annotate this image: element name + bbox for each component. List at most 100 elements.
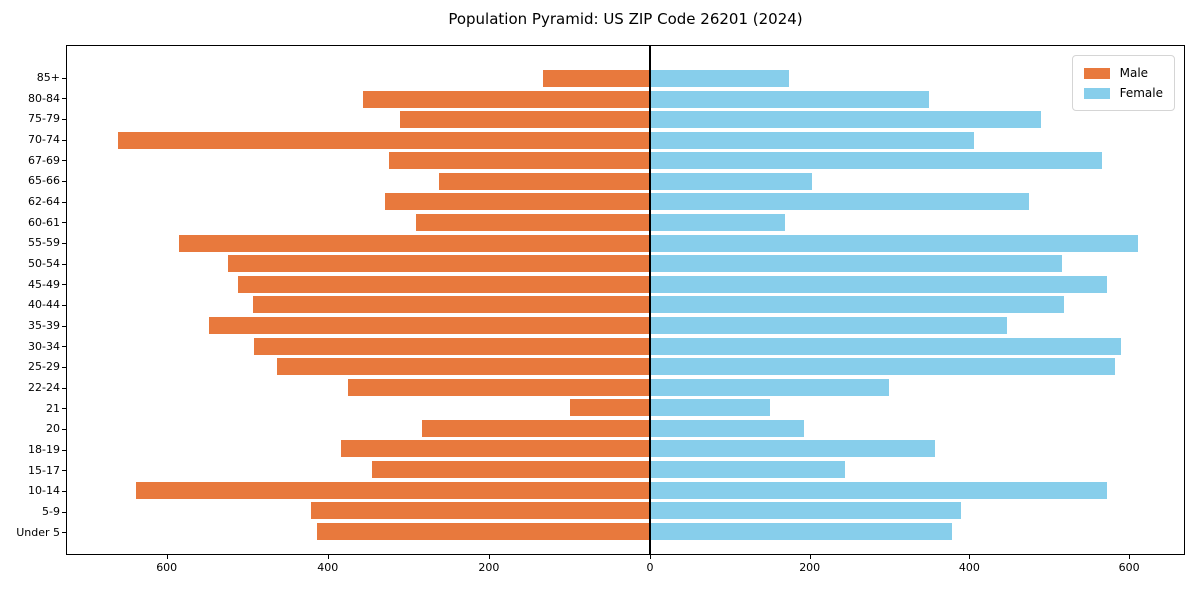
male-bar — [310, 502, 650, 520]
y-tick-mark — [62, 428, 66, 430]
pyramid-row-21 — [67, 399, 1184, 417]
legend-label-female: Female — [1119, 86, 1163, 100]
y-tick-mark — [62, 139, 66, 141]
male-bar — [543, 70, 650, 87]
male-bar — [178, 234, 650, 252]
male-bar — [252, 296, 650, 314]
y-tick-label: Under 5 — [0, 524, 66, 541]
male-half — [67, 502, 650, 520]
male-bar — [388, 152, 650, 170]
y-tick-label: 15-17 — [0, 462, 66, 479]
center-axis-line — [648, 46, 651, 554]
male-half — [67, 172, 650, 190]
x-tick-label: 600 — [156, 561, 178, 574]
male-bar — [385, 193, 650, 211]
female-half — [649, 131, 1184, 149]
y-tick-label: 80-84 — [0, 90, 66, 107]
y-tick-mark — [62, 366, 66, 368]
male-bar — [362, 90, 650, 108]
female-bar — [649, 481, 1107, 499]
male-half — [67, 481, 650, 499]
pyramid-row-75-79 — [67, 111, 1184, 129]
y-tick-label: 30-34 — [0, 338, 66, 355]
pyramid-row-40-44 — [67, 296, 1184, 314]
female-half — [649, 440, 1184, 458]
female-bar — [649, 234, 1138, 252]
pyramid-row-35-39 — [67, 316, 1184, 334]
x-tick-mark — [166, 555, 168, 559]
pyramid-row-50-54 — [67, 255, 1184, 273]
female-half — [649, 358, 1184, 376]
female-half — [649, 460, 1184, 478]
pyramid-row-62-64 — [67, 193, 1184, 211]
male-half — [67, 275, 650, 293]
male-bar — [399, 111, 650, 129]
female-bar — [649, 193, 1029, 211]
y-tick-mark — [62, 180, 66, 182]
male-half — [67, 460, 650, 478]
female-bar — [649, 275, 1108, 293]
female-bar — [649, 90, 929, 108]
pyramid-row-15-17 — [67, 460, 1184, 478]
x-tick-label: 200 — [799, 561, 821, 574]
female-half — [649, 255, 1184, 273]
y-tick-mark — [62, 532, 66, 534]
y-tick-label: 75-79 — [0, 110, 66, 127]
y-tick-mark — [62, 470, 66, 472]
female-half — [649, 522, 1184, 540]
male-half — [67, 316, 650, 334]
pyramid-row-30-34 — [67, 337, 1184, 355]
female-bar — [649, 460, 846, 478]
x-tick-label: 200 — [478, 561, 500, 574]
male-half — [67, 419, 650, 437]
pyramid-row-80-84 — [67, 90, 1184, 108]
male-bar — [238, 275, 650, 293]
female-half — [649, 275, 1184, 293]
pyramid-row-25-29 — [67, 358, 1184, 376]
male-bar — [227, 255, 650, 273]
pyramid-row-70-74 — [67, 131, 1184, 149]
female-bar — [649, 358, 1115, 376]
pyramid-row-10-14 — [67, 481, 1184, 499]
y-tick-label: 67-69 — [0, 152, 66, 169]
female-half — [649, 378, 1184, 396]
y-tick-mark — [62, 304, 66, 306]
pyramid-row-65-66 — [67, 172, 1184, 190]
y-tick-mark — [62, 511, 66, 513]
female-half — [649, 296, 1184, 314]
pyramid-row-5-9 — [67, 502, 1184, 520]
y-tick-mark — [62, 222, 66, 224]
y-tick-mark — [62, 201, 66, 203]
y-tick-label: 85+ — [0, 69, 66, 86]
y-tick-label: 70-74 — [0, 131, 66, 148]
male-half — [67, 522, 650, 540]
plot-area: Male Female — [66, 45, 1185, 555]
female-bar — [649, 111, 1041, 129]
male-bar — [422, 419, 650, 437]
y-tick-label: 45-49 — [0, 276, 66, 293]
x-tick-mark — [650, 555, 651, 559]
male-bar — [317, 522, 650, 540]
male-half — [67, 90, 650, 108]
y-tick-mark — [62, 490, 66, 492]
female-bar — [649, 440, 936, 458]
male-half — [67, 70, 650, 87]
male-bar — [208, 316, 650, 334]
female-half — [649, 152, 1184, 170]
male-half — [67, 358, 650, 376]
female-half — [649, 399, 1184, 417]
y-tick-mark — [62, 118, 66, 120]
y-tick-mark — [62, 284, 66, 286]
female-bar — [649, 214, 786, 232]
female-bar — [649, 296, 1065, 314]
male-half — [67, 399, 650, 417]
pyramid-row-67-69 — [67, 152, 1184, 170]
female-bar — [649, 522, 953, 540]
female-bar — [649, 255, 1063, 273]
male-bar — [341, 440, 650, 458]
y-tick-label: 65-66 — [0, 172, 66, 189]
y-tick-mark — [62, 346, 66, 348]
male-bar — [569, 399, 650, 417]
y-tick-mark — [62, 263, 66, 265]
male-half — [67, 255, 650, 273]
